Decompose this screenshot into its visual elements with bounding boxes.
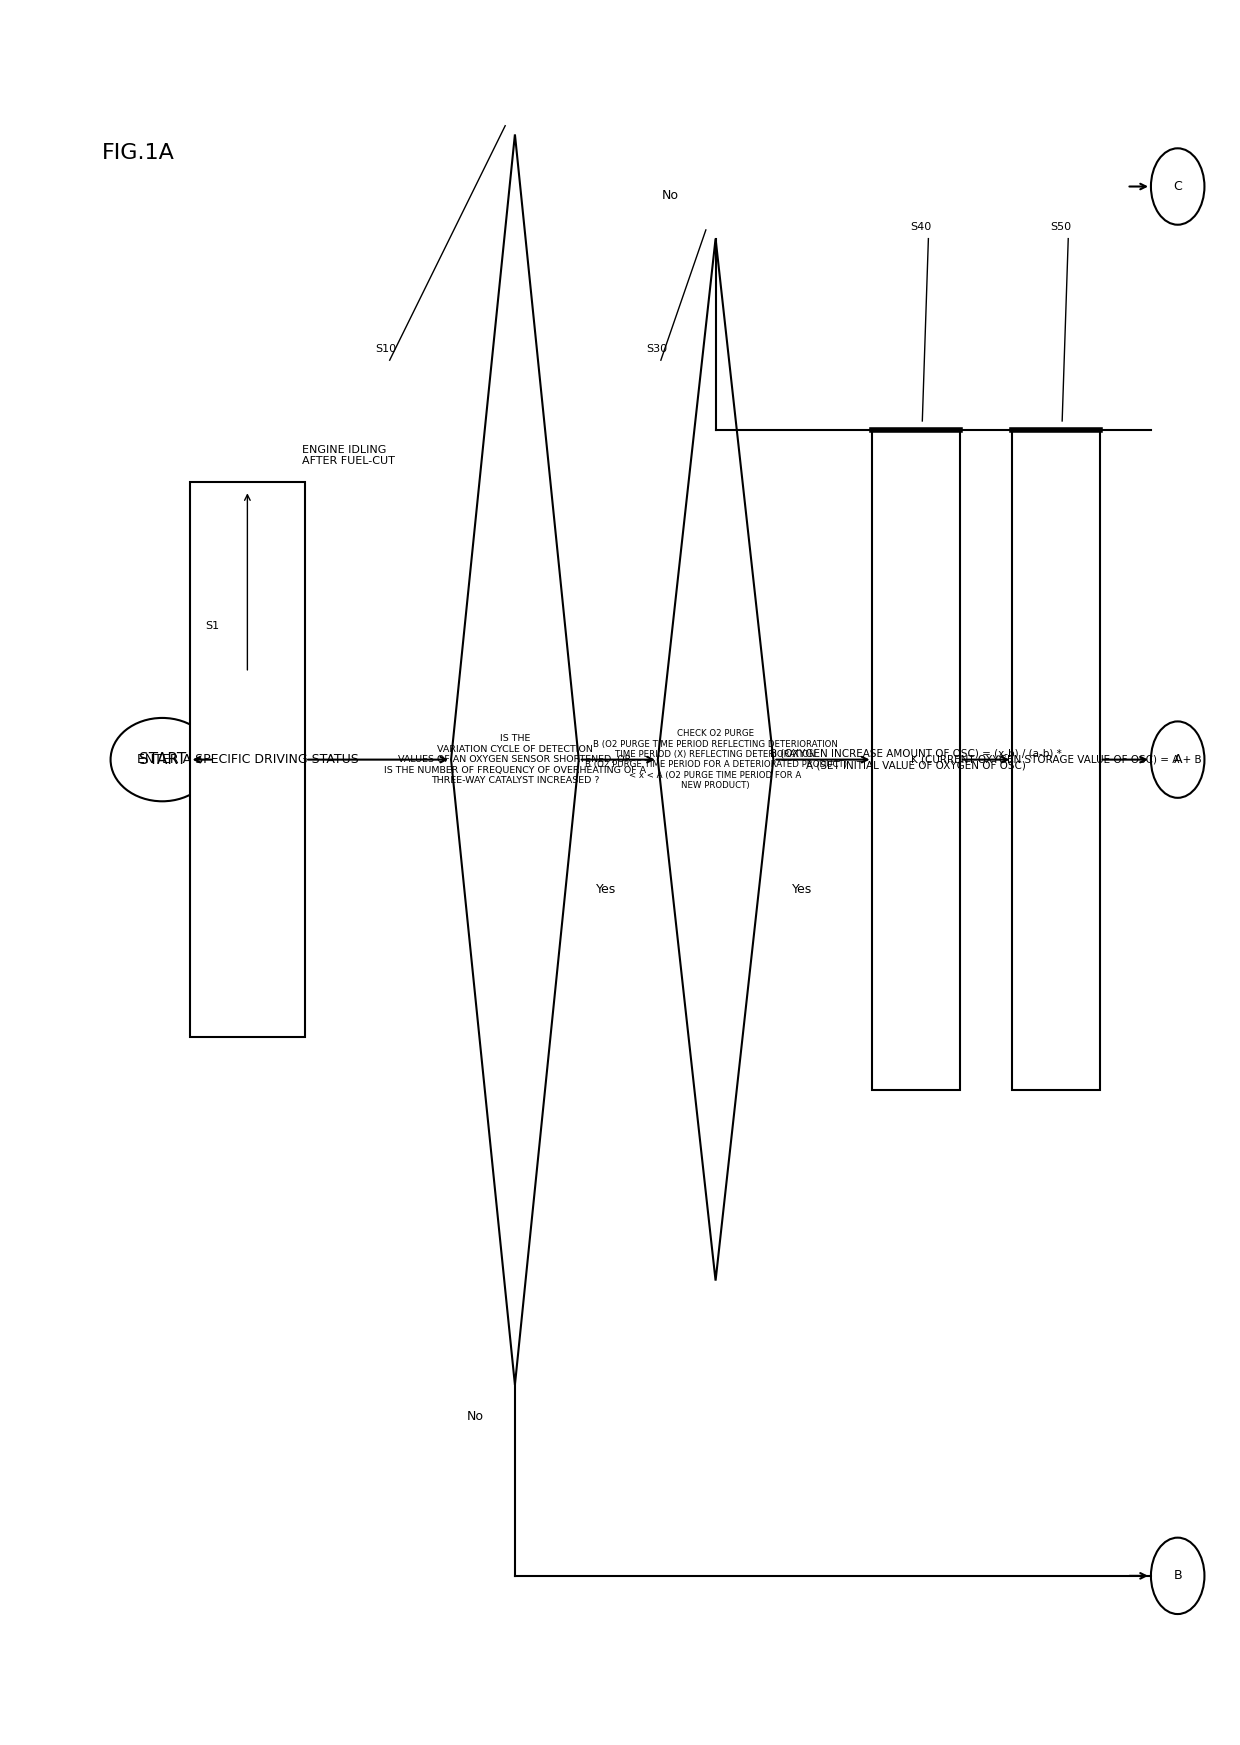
Text: START: START: [139, 752, 186, 768]
Text: S30: S30: [646, 344, 667, 354]
Text: No: No: [466, 1410, 484, 1422]
Polygon shape: [657, 239, 774, 1281]
FancyBboxPatch shape: [873, 429, 960, 1089]
Text: ENTER A SPECIFIC DRIVING STATUS: ENTER A SPECIFIC DRIVING STATUS: [136, 754, 358, 766]
Circle shape: [1151, 721, 1204, 797]
Text: B: B: [1173, 1569, 1182, 1583]
Text: C: C: [1173, 180, 1182, 194]
Text: S40: S40: [910, 222, 931, 232]
Text: Yes: Yes: [596, 883, 616, 897]
FancyBboxPatch shape: [1012, 429, 1100, 1089]
Text: S10: S10: [374, 344, 397, 354]
Text: S1: S1: [205, 621, 219, 632]
Polygon shape: [451, 134, 579, 1386]
Circle shape: [1151, 148, 1204, 225]
Text: Yes: Yes: [792, 883, 812, 897]
Text: CHECK O2 PURGE
B (O2 PURGE TIME PERIOD REFLECTING DETERIORATION
TIME PERIOD (X) : CHECK O2 PURGE B (O2 PURGE TIME PERIOD R…: [584, 729, 847, 790]
Text: IS THE
VARIATION CYCLE OF DETECTION
VALUES OF AN OXYGEN SENSOR SHORTENED, OR
IS : IS THE VARIATION CYCLE OF DETECTION VALU…: [384, 735, 646, 785]
Text: A: A: [1173, 754, 1182, 766]
Text: K (CURRENT OXYGEN STORAGE VALUE OF OSC) = A + B: K (CURRENT OXYGEN STORAGE VALUE OF OSC) …: [910, 754, 1202, 764]
FancyBboxPatch shape: [190, 482, 305, 1038]
Text: S50: S50: [1050, 222, 1071, 232]
Text: ENGINE IDLING
AFTER FUEL-CUT: ENGINE IDLING AFTER FUEL-CUT: [303, 445, 396, 466]
Ellipse shape: [110, 717, 215, 801]
Text: No: No: [662, 188, 680, 202]
Text: B (OXYGEN INCREASE AMOUNT OF OSC) = (x-b) / (a-b) *
A (SET INITIAL VALUE OF OXYG: B (OXYGEN INCREASE AMOUNT OF OSC) = (x-b…: [770, 749, 1063, 770]
Circle shape: [1151, 1537, 1204, 1614]
Text: FIG.1A: FIG.1A: [102, 143, 175, 162]
